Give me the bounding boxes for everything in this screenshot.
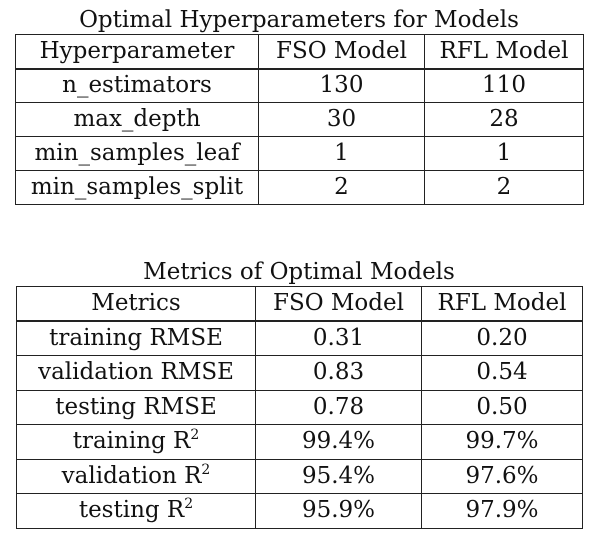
table-cell: 95.4% bbox=[255, 458, 422, 494]
metric-label: validation R bbox=[61, 462, 202, 489]
table-cell: testing R2 bbox=[16, 493, 256, 529]
table-cell: 28 bbox=[424, 102, 584, 137]
hyperparameters-table-block: Optimal Hyperparameters for Models Hyper… bbox=[15, 6, 584, 205]
table-cell: 0.20 bbox=[421, 320, 583, 356]
table-row: min_samples_split 2 2 bbox=[15, 170, 584, 205]
table-row: testing R2 95.9% 97.9% bbox=[16, 493, 583, 529]
metrics-table-title: Metrics of Optimal Models bbox=[143, 259, 455, 285]
table-header-row: Hyperparameter FSO Model RFL Model bbox=[15, 34, 584, 70]
table-cell: 99.7% bbox=[421, 424, 583, 460]
table-row: testing RMSE 0.78 0.50 bbox=[16, 389, 583, 425]
table-cell: 0.78 bbox=[255, 389, 422, 425]
table-cell: 130 bbox=[258, 68, 425, 103]
table-row: training RMSE 0.31 0.20 bbox=[16, 320, 583, 356]
column-header: Hyperparameter bbox=[15, 34, 259, 70]
table-row: training R2 99.4% 99.7% bbox=[16, 424, 583, 460]
table-cell: 97.9% bbox=[421, 493, 583, 529]
table-cell: testing RMSE bbox=[16, 389, 256, 425]
table-cell: 0.54 bbox=[421, 355, 583, 391]
table-header-row: Metrics FSO Model RFL Model bbox=[16, 286, 583, 322]
hyperparameters-table: Hyperparameter FSO Model RFL Model n_est… bbox=[15, 34, 584, 205]
table-cell: training RMSE bbox=[16, 320, 256, 356]
metrics-table: Metrics FSO Model RFL Model training RMS… bbox=[16, 286, 583, 529]
metric-label: training R bbox=[72, 428, 191, 455]
table-cell: 1 bbox=[258, 136, 425, 171]
table-cell: 2 bbox=[258, 170, 425, 205]
column-header: FSO Model bbox=[255, 286, 422, 322]
column-header: FSO Model bbox=[258, 34, 425, 70]
table-cell: validation R2 bbox=[16, 458, 256, 494]
column-header: RFL Model bbox=[424, 34, 584, 70]
table-row: validation RMSE 0.83 0.54 bbox=[16, 355, 583, 391]
column-header: Metrics bbox=[16, 286, 256, 322]
column-header: RFL Model bbox=[421, 286, 583, 322]
hyperparameters-table-title: Optimal Hyperparameters for Models bbox=[79, 7, 519, 33]
table-cell: 0.83 bbox=[255, 355, 422, 391]
table-cell: 2 bbox=[424, 170, 584, 205]
table-cell: validation RMSE bbox=[16, 355, 256, 391]
table-row: n_estimators 130 110 bbox=[15, 68, 584, 103]
table-cell: min_samples_leaf bbox=[15, 136, 259, 171]
table-row: max_depth 30 28 bbox=[15, 102, 584, 137]
table-row: validation R2 95.4% 97.6% bbox=[16, 458, 583, 494]
table-cell: training R2 bbox=[16, 424, 256, 460]
superscript: 2 bbox=[190, 427, 200, 444]
table-cell: 110 bbox=[424, 68, 584, 103]
superscript: 2 bbox=[201, 461, 211, 478]
table-cell: min_samples_split bbox=[15, 170, 259, 205]
metric-label: testing R bbox=[78, 497, 185, 524]
table-row: min_samples_leaf 1 1 bbox=[15, 136, 584, 171]
table-cell: max_depth bbox=[15, 102, 259, 137]
table-cell: 0.31 bbox=[255, 320, 422, 356]
superscript: 2 bbox=[184, 496, 194, 513]
metrics-table-block: Metrics of Optimal Models Metrics FSO Mo… bbox=[16, 258, 583, 529]
table-cell: 0.50 bbox=[421, 389, 583, 425]
table-cell: 95.9% bbox=[255, 493, 422, 529]
table-cell: 30 bbox=[258, 102, 425, 137]
table-cell: 1 bbox=[424, 136, 584, 171]
table-cell: 99.4% bbox=[255, 424, 422, 460]
table-cell: 97.6% bbox=[421, 458, 583, 494]
table-cell: n_estimators bbox=[15, 68, 259, 103]
